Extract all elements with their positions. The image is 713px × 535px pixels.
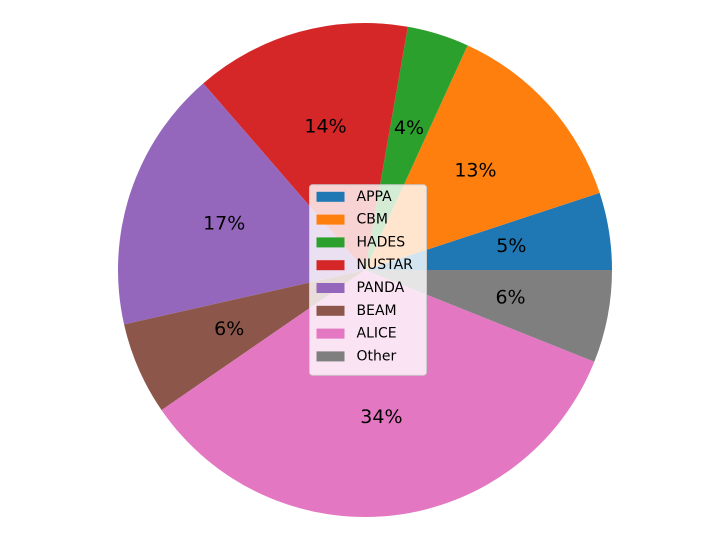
slice-label: 14% xyxy=(304,116,346,138)
legend-swatch xyxy=(316,351,345,362)
legend-swatch xyxy=(316,260,345,271)
legend-label: APPA xyxy=(357,189,393,205)
legend-label: NUSTAR xyxy=(357,257,414,273)
pie-slice xyxy=(161,270,595,518)
legend-swatch xyxy=(316,237,345,248)
pie-slice xyxy=(124,270,365,411)
slice-label: 6% xyxy=(495,287,525,309)
legend-box xyxy=(309,184,427,376)
pie-slice xyxy=(117,83,365,325)
slice-label: 13% xyxy=(454,160,496,182)
legend-label: ALICE xyxy=(357,326,397,342)
slice-label: 5% xyxy=(496,235,526,257)
legend-swatch xyxy=(316,305,345,316)
slice-label: 17% xyxy=(203,212,245,234)
slice-label: 34% xyxy=(360,406,402,428)
legend-swatch xyxy=(316,283,345,293)
legend-swatch xyxy=(316,328,345,339)
legend-label: CBM xyxy=(357,212,388,228)
legend-label: BEAM xyxy=(357,303,397,319)
legend-swatch xyxy=(316,191,345,202)
slice-label: 4% xyxy=(394,117,424,139)
slice-label: 6% xyxy=(214,318,244,340)
legend-label: HADES xyxy=(357,234,406,250)
legend-label: Other xyxy=(357,348,397,364)
legend-swatch xyxy=(316,214,345,225)
legend-label: PANDA xyxy=(357,280,405,296)
